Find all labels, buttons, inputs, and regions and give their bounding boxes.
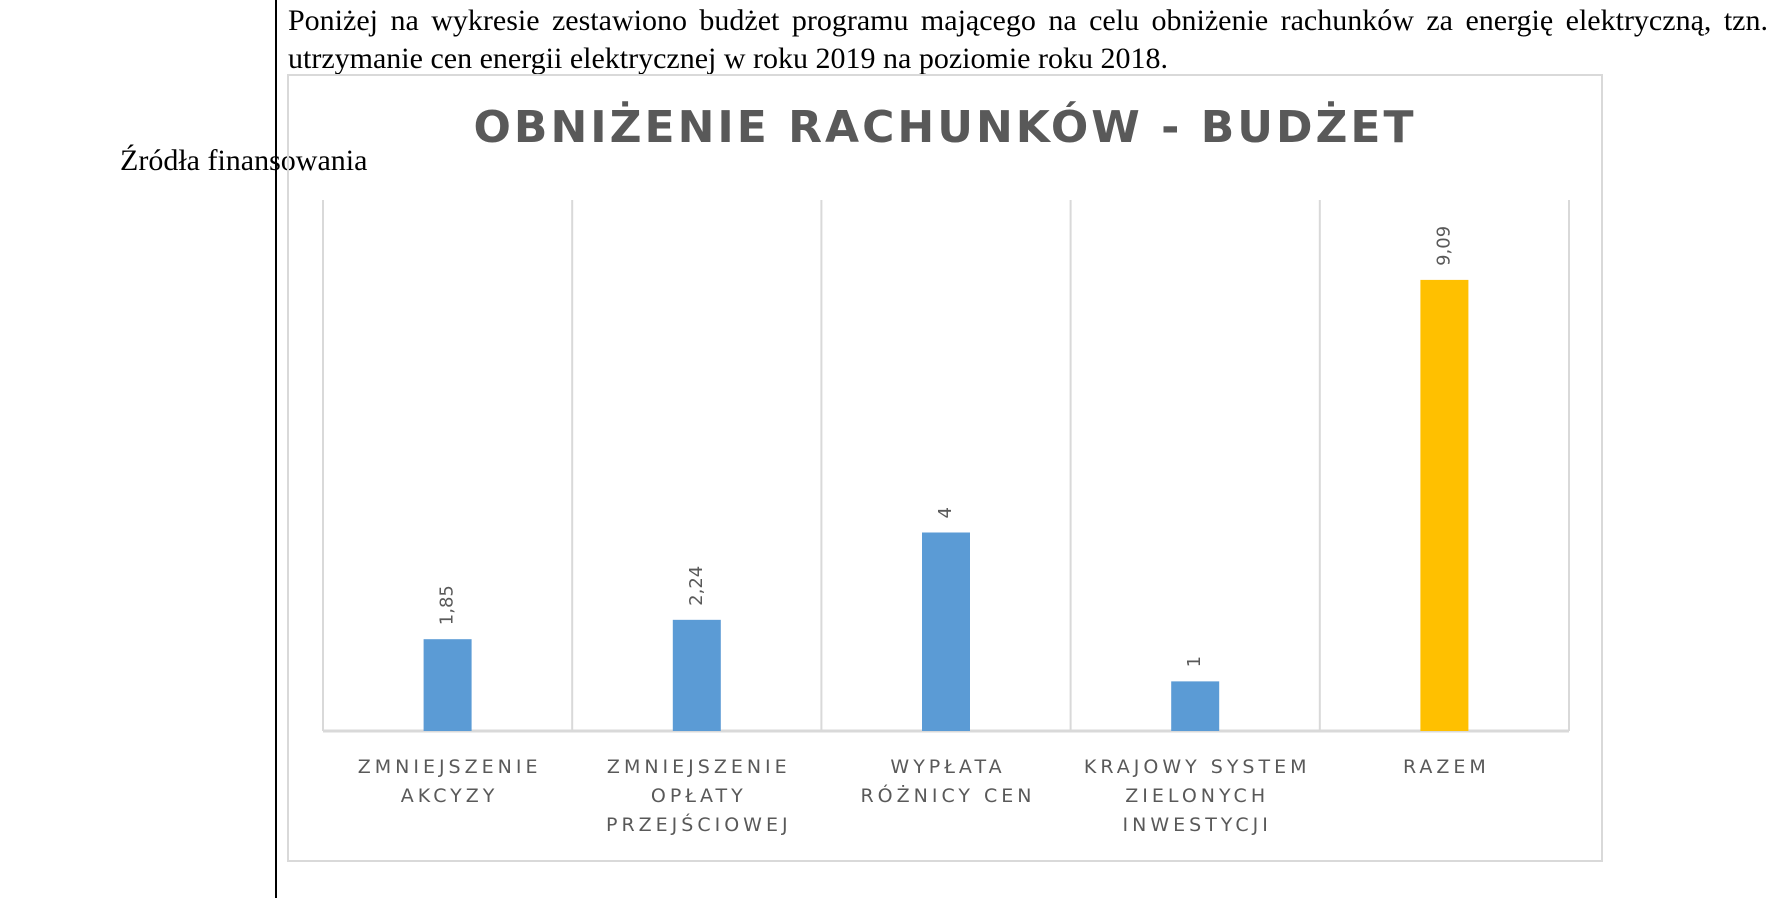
chart-title: OBNIŻENIE RACHUNKÓW - BUDŻET bbox=[473, 102, 1417, 153]
data-label-2: 4 bbox=[935, 507, 956, 518]
data-label-1: 2,24 bbox=[686, 566, 707, 606]
category-label-1: PRZEJŚCIOWEJ bbox=[606, 812, 792, 836]
category-label-3: INWESTYCJI bbox=[1123, 814, 1272, 836]
intro-paragraph: Poniżej na wykresie zestawiono budżet pr… bbox=[288, 4, 1768, 75]
category-label-3: ZIELONYCH bbox=[1125, 785, 1269, 807]
category-label-1: ZMNIEJSZENIE bbox=[607, 756, 791, 778]
category-label-0: ZMNIEJSZENIE bbox=[358, 756, 542, 778]
bar-4 bbox=[1420, 279, 1469, 731]
bar-1 bbox=[672, 619, 721, 731]
data-label-3: 1 bbox=[1184, 656, 1205, 667]
column-divider bbox=[275, 0, 277, 898]
data-label-4: 9,09 bbox=[1433, 226, 1454, 266]
category-label-4: RAZEM bbox=[1403, 756, 1490, 778]
bar-2 bbox=[922, 532, 970, 731]
funding-sources-label: Źródła finansowania bbox=[120, 144, 368, 177]
data-label-0: 1,85 bbox=[437, 585, 458, 625]
chart-frame bbox=[287, 74, 1603, 862]
category-label-1: OPŁATY bbox=[651, 785, 747, 807]
category-label-2: WYPŁATA bbox=[890, 756, 1005, 778]
bar-3 bbox=[1171, 681, 1220, 731]
category-label-2: RÓŻNICY CEN bbox=[860, 783, 1035, 807]
category-label-3: KRAJOWY SYSTEM bbox=[1084, 756, 1311, 778]
bar-0 bbox=[423, 639, 472, 731]
category-label-0: AKCYZY bbox=[401, 785, 499, 807]
